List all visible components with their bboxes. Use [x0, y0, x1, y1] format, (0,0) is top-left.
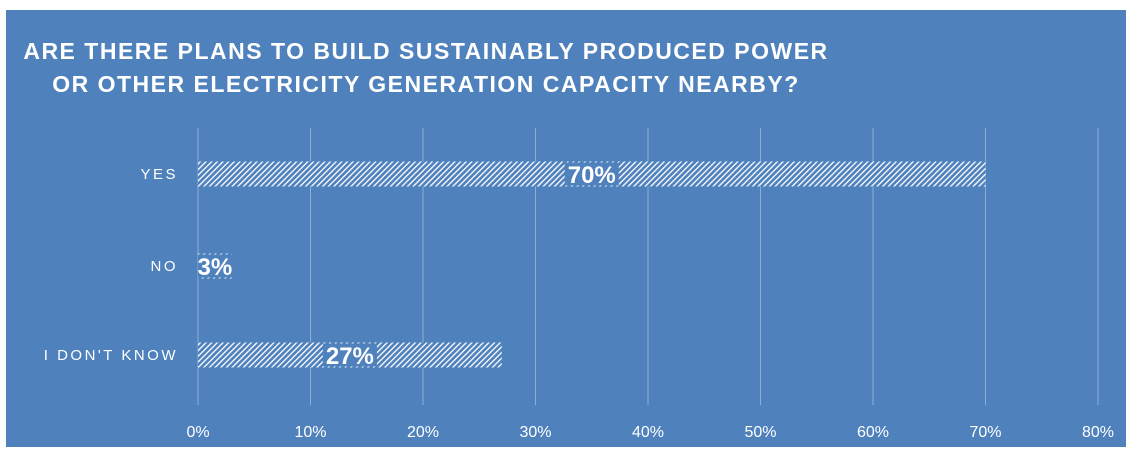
- x-tick-label: 30%: [519, 424, 551, 441]
- x-tick-label: 80%: [1082, 424, 1114, 441]
- chart-title-line-2: OR OTHER ELECTRICITY GENERATION CAPACITY…: [52, 71, 800, 97]
- chart-title-line-1: ARE THERE PLANS TO BUILD SUSTAINABLY PRO…: [23, 38, 828, 64]
- category-labels: YES NO I DON'T KNOW: [44, 166, 178, 364]
- x-axis-tick-labels: 0% 10% 20% 30% 40% 50% 60% 70% 80%: [186, 424, 1114, 441]
- x-tick-label: 0%: [186, 424, 209, 441]
- category-label: YES: [140, 166, 178, 183]
- data-label: 27%: [326, 343, 374, 370]
- x-tick-label: 60%: [857, 424, 889, 441]
- x-tick-label: 40%: [632, 424, 664, 441]
- x-tick-label: 50%: [744, 424, 776, 441]
- x-tick-label: 20%: [407, 424, 439, 441]
- chart-panel: ARE THERE PLANS TO BUILD SUSTAINABLY PRO…: [6, 10, 1126, 447]
- data-label: 3%: [198, 254, 233, 281]
- chart-title: ARE THERE PLANS TO BUILD SUSTAINABLY PRO…: [23, 38, 828, 97]
- data-label: 70%: [568, 162, 616, 189]
- bar-chart: ARE THERE PLANS TO BUILD SUSTAINABLY PRO…: [6, 10, 1126, 447]
- data-labels: 70% 3% 27%: [198, 162, 619, 370]
- category-label: NO: [151, 258, 179, 275]
- category-label: I DON'T KNOW: [44, 347, 178, 364]
- x-tick-label: 70%: [969, 424, 1001, 441]
- bars: [198, 162, 986, 368]
- x-tick-label: 10%: [294, 424, 326, 441]
